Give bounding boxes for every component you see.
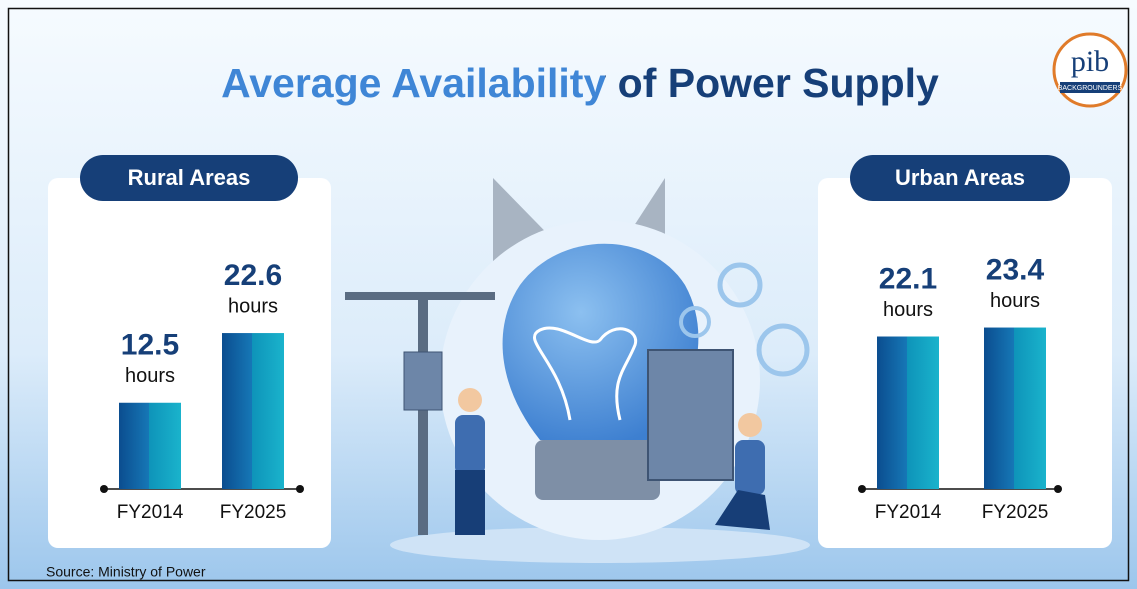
axis-dot	[296, 485, 304, 493]
unit-label: hours	[883, 299, 933, 321]
x-tick-label: FY2025	[982, 502, 1049, 523]
section-title: Urban Areas	[895, 165, 1025, 190]
worker	[735, 440, 765, 495]
axis-dot	[100, 485, 108, 493]
rural-panel	[48, 178, 331, 548]
bar	[222, 333, 284, 489]
pole	[418, 295, 428, 535]
logo-subtext: BACKGROUNDERS	[1058, 85, 1123, 92]
value-label: 22.1	[879, 262, 937, 295]
value-label: 23.4	[986, 253, 1045, 286]
switch-panel	[648, 350, 733, 480]
meter-box	[404, 352, 442, 410]
x-tick-label: FY2014	[117, 502, 184, 523]
axis-dot	[858, 485, 866, 493]
source-note: Source: Ministry of Power	[46, 564, 206, 580]
unit-label: hours	[990, 290, 1040, 312]
logo: pib BACKGROUNDERS	[1054, 34, 1126, 106]
infographic: Average Availability of Power Supply pib…	[0, 0, 1137, 589]
page-title: Average Availability of Power Supply	[221, 60, 939, 106]
bar	[984, 328, 1046, 489]
x-tick-label: FY2014	[875, 502, 942, 523]
unit-label: hours	[228, 295, 278, 317]
bulb-base	[535, 440, 660, 500]
value-label: 12.5	[121, 329, 179, 362]
section-title: Rural Areas	[128, 165, 251, 190]
worker-head	[738, 413, 762, 437]
unit-label: hours	[125, 365, 175, 387]
x-tick-label: FY2025	[220, 502, 287, 523]
axis-dot	[1054, 485, 1062, 493]
bar	[119, 403, 181, 489]
worker	[455, 415, 485, 475]
value-label: 22.6	[224, 259, 282, 292]
crossarm	[345, 292, 495, 300]
worker-head	[458, 388, 482, 412]
worker-legs	[455, 470, 485, 535]
logo-text: pib	[1071, 45, 1109, 78]
bar	[877, 337, 939, 489]
